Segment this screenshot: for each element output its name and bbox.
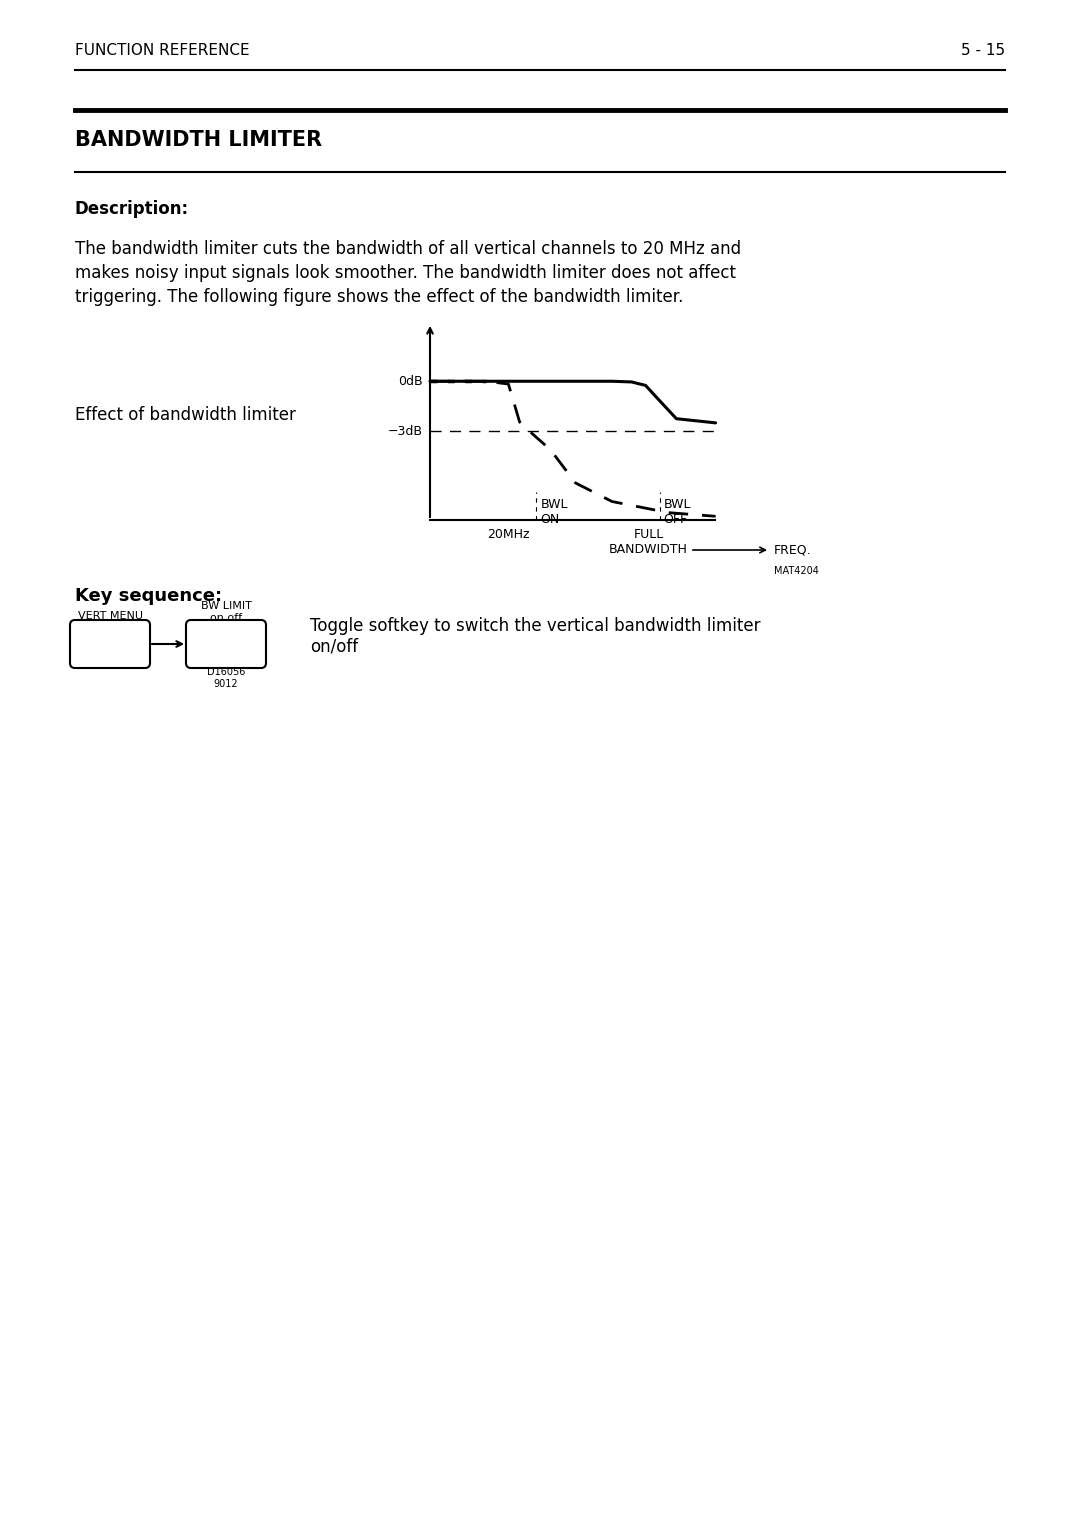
Text: Effect of bandwidth limiter: Effect of bandwidth limiter xyxy=(75,407,296,424)
Text: D16056
9012: D16056 9012 xyxy=(206,667,245,688)
Text: 20MHz: 20MHz xyxy=(487,528,529,541)
Text: BWL
OFF: BWL OFF xyxy=(663,498,691,526)
Text: 5 - 15: 5 - 15 xyxy=(961,43,1005,58)
Text: FUNCTION REFERENCE: FUNCTION REFERENCE xyxy=(75,43,249,58)
Text: BANDWIDTH LIMITER: BANDWIDTH LIMITER xyxy=(75,130,322,150)
Text: makes noisy input signals look smoother. The bandwidth limiter does not affect: makes noisy input signals look smoother.… xyxy=(75,265,735,281)
FancyBboxPatch shape xyxy=(70,619,150,668)
Text: triggering. The following figure shows the effect of the bandwidth limiter.: triggering. The following figure shows t… xyxy=(75,287,684,306)
Text: The bandwidth limiter cuts the bandwidth of all vertical channels to 20 MHz and: The bandwidth limiter cuts the bandwidth… xyxy=(75,240,741,258)
Text: BW LIMIT: BW LIMIT xyxy=(201,601,252,612)
Text: Key sequence:: Key sequence: xyxy=(75,587,222,605)
Text: BWL
ON: BWL ON xyxy=(540,498,568,526)
Text: Description:: Description: xyxy=(75,200,189,219)
Text: on off: on off xyxy=(210,613,242,622)
Text: Toggle softkey to switch the vertical bandwidth limiter
on/off: Toggle softkey to switch the vertical ba… xyxy=(310,618,760,656)
Text: VERT MENU: VERT MENU xyxy=(78,612,143,621)
Text: MAT4204: MAT4204 xyxy=(774,566,819,576)
Text: FREQ.: FREQ. xyxy=(774,543,812,557)
Text: 0dB: 0dB xyxy=(399,375,423,388)
Text: −3dB: −3dB xyxy=(388,425,423,437)
FancyBboxPatch shape xyxy=(186,619,266,668)
Text: FULL
BANDWIDTH: FULL BANDWIDTH xyxy=(609,528,688,557)
